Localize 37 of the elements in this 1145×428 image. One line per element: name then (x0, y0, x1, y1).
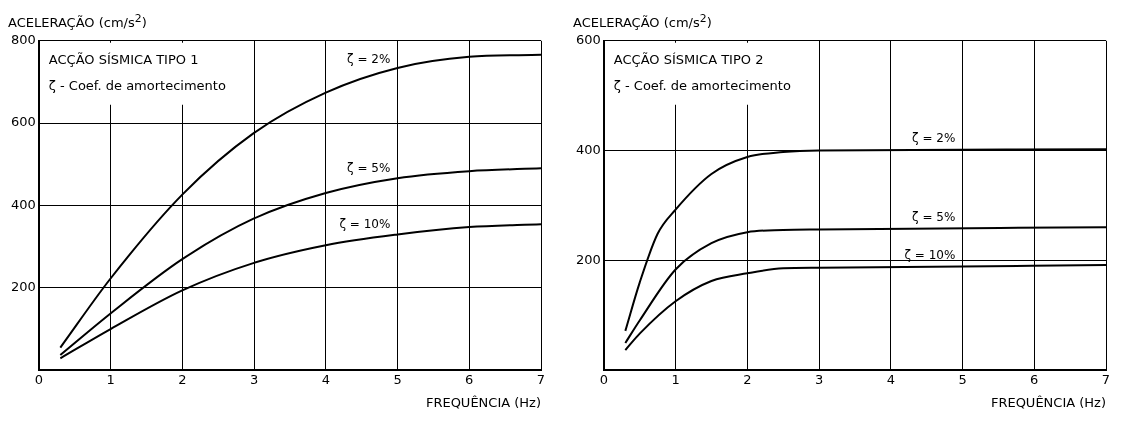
y-tick-label: 200 (575, 251, 601, 267)
x-tick-label: 1 (671, 371, 680, 387)
y-tick-label: 400 (575, 141, 601, 157)
x-axis-title: FREQUÊNCIA (Hz) (990, 394, 1106, 410)
series-label: ζ = 10% (339, 216, 391, 231)
x-tick-label: 0 (599, 371, 608, 387)
x-tick-label: 7 (536, 371, 546, 387)
y-tick-label: 400 (10, 196, 36, 212)
annotation: ACÇÃO SÍSMICA TIPO 1 (48, 52, 199, 68)
series-label: ζ = 10% (904, 247, 956, 262)
y-axis-title: ACELERAÇÃO (cm/s$^{2}$) (8, 11, 148, 31)
x-tick-label: 2 (178, 371, 187, 387)
series-label: ζ = 2% (347, 51, 391, 66)
annotation: ζ - Coef. de amortecimento (48, 78, 226, 94)
y-tick-label: 800 (10, 32, 36, 48)
x-tick-label: 6 (465, 371, 474, 387)
series-label: ζ = 5% (912, 209, 956, 224)
x-tick-label: 1 (106, 371, 115, 387)
x-tick-label: 5 (393, 371, 402, 387)
x-axis-title: FREQUÊNCIA (Hz) (425, 394, 541, 410)
y-tick-label: 600 (575, 32, 601, 48)
x-tick-label: 7 (1101, 371, 1111, 387)
x-tick-label: 4 (886, 371, 895, 387)
x-tick-label: 5 (958, 371, 967, 387)
annotation: ACÇÃO SÍSMICA TIPO 2 (613, 52, 764, 68)
x-tick-label: 4 (321, 371, 330, 387)
x-tick-label: 0 (34, 371, 43, 387)
x-tick-label: 3 (249, 371, 259, 387)
y-tick-label: 200 (10, 278, 36, 294)
x-tick-label: 6 (1030, 371, 1039, 387)
x-tick-label: 3 (814, 371, 824, 387)
x-tick-label: 2 (743, 371, 752, 387)
y-axis-title: ACELERAÇÃO (cm/s$^{2}$) (573, 11, 713, 31)
y-tick-label: 600 (10, 114, 36, 130)
annotation: ζ - Coef. de amortecimento (613, 78, 791, 94)
series-label: ζ = 2% (912, 131, 956, 146)
series-label: ζ = 5% (347, 160, 391, 175)
